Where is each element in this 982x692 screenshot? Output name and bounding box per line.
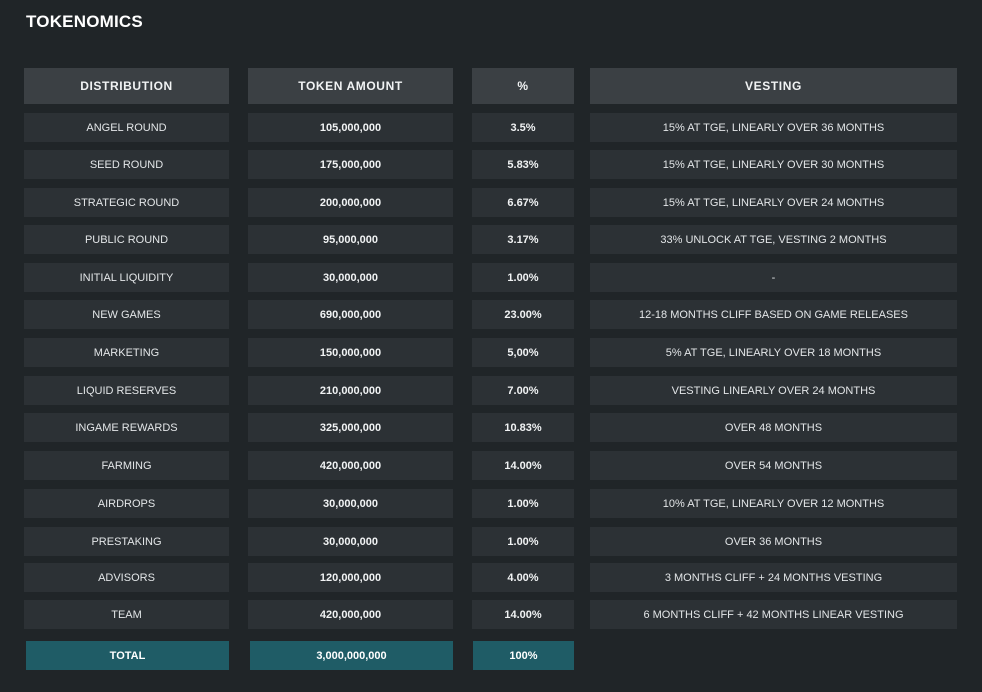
total-percent: 100% <box>473 641 574 670</box>
cell-percent: 10.83% <box>472 413 574 442</box>
cell-vesting: 12-18 MONTHS CLIFF BASED ON GAME RELEASE… <box>590 300 957 329</box>
cell-distribution: INGAME REWARDS <box>24 413 229 442</box>
cell-percent: 5,00% <box>472 338 574 367</box>
cell-distribution: ANGEL ROUND <box>24 113 229 142</box>
cell-percent: 23.00% <box>472 300 574 329</box>
cell-token-amount: 210,000,000 <box>248 376 453 405</box>
cell-token-amount: 120,000,000 <box>248 563 453 592</box>
cell-percent: 7.00% <box>472 376 574 405</box>
header-distribution: DISTRIBUTION <box>24 68 229 104</box>
cell-percent: 1.00% <box>472 489 574 518</box>
cell-vesting: 15% AT TGE, LINEARLY OVER 30 MONTHS <box>590 150 957 179</box>
cell-vesting: 3 MONTHS CLIFF + 24 MONTHS VESTING <box>590 563 957 592</box>
cell-vesting: VESTING LINEARLY OVER 24 MONTHS <box>590 376 957 405</box>
cell-token-amount: 175,000,000 <box>248 150 453 179</box>
cell-token-amount: 95,000,000 <box>248 225 453 254</box>
cell-vesting: 15% AT TGE, LINEARLY OVER 36 MONTHS <box>590 113 957 142</box>
header-percent: % <box>472 68 574 104</box>
cell-vesting: OVER 48 MONTHS <box>590 413 957 442</box>
header-vesting: VESTING <box>590 68 957 104</box>
cell-percent: 1.00% <box>472 263 574 292</box>
cell-vesting: OVER 54 MONTHS <box>590 451 957 480</box>
cell-distribution: ADVISORS <box>24 563 229 592</box>
cell-token-amount: 105,000,000 <box>248 113 453 142</box>
cell-percent: 5.83% <box>472 150 574 179</box>
cell-vesting: 15% AT TGE, LINEARLY OVER 24 MONTHS <box>590 188 957 217</box>
cell-token-amount: 420,000,000 <box>248 451 453 480</box>
cell-distribution: NEW GAMES <box>24 300 229 329</box>
cell-token-amount: 150,000,000 <box>248 338 453 367</box>
cell-vesting: 10% AT TGE, LINEARLY OVER 12 MONTHS <box>590 489 957 518</box>
cell-percent: 6.67% <box>472 188 574 217</box>
cell-percent: 14.00% <box>472 600 574 629</box>
cell-percent: 4.00% <box>472 563 574 592</box>
cell-distribution: MARKETING <box>24 338 229 367</box>
cell-vesting: - <box>590 263 957 292</box>
cell-token-amount: 420,000,000 <box>248 600 453 629</box>
cell-distribution: AIRDROPS <box>24 489 229 518</box>
cell-distribution: LIQUID RESERVES <box>24 376 229 405</box>
cell-percent: 1.00% <box>472 527 574 556</box>
cell-token-amount: 30,000,000 <box>248 263 453 292</box>
cell-vesting: 5% AT TGE, LINEARLY OVER 18 MONTHS <box>590 338 957 367</box>
cell-percent: 14.00% <box>472 451 574 480</box>
cell-token-amount: 325,000,000 <box>248 413 453 442</box>
total-amount: 3,000,000,000 <box>250 641 453 670</box>
cell-percent: 3.5% <box>472 113 574 142</box>
cell-percent: 3.17% <box>472 225 574 254</box>
cell-distribution: PUBLIC ROUND <box>24 225 229 254</box>
cell-token-amount: 200,000,000 <box>248 188 453 217</box>
cell-distribution: PRESTAKING <box>24 527 229 556</box>
cell-distribution: INITIAL LIQUIDITY <box>24 263 229 292</box>
cell-token-amount: 30,000,000 <box>248 489 453 518</box>
cell-vesting: 6 MONTHS CLIFF + 42 MONTHS LINEAR VESTIN… <box>590 600 957 629</box>
cell-distribution: TEAM <box>24 600 229 629</box>
cell-distribution: SEED ROUND <box>24 150 229 179</box>
cell-distribution: FARMING <box>24 451 229 480</box>
cell-distribution: STRATEGIC ROUND <box>24 188 229 217</box>
header-token-amount: TOKEN AMOUNT <box>248 68 453 104</box>
cell-token-amount: 690,000,000 <box>248 300 453 329</box>
cell-vesting: 33% UNLOCK AT TGE, VESTING 2 MONTHS <box>590 225 957 254</box>
page-title: TOKENOMICS <box>26 12 143 31</box>
cell-token-amount: 30,000,000 <box>248 527 453 556</box>
total-label: TOTAL <box>26 641 229 670</box>
cell-vesting: OVER 36 MONTHS <box>590 527 957 556</box>
